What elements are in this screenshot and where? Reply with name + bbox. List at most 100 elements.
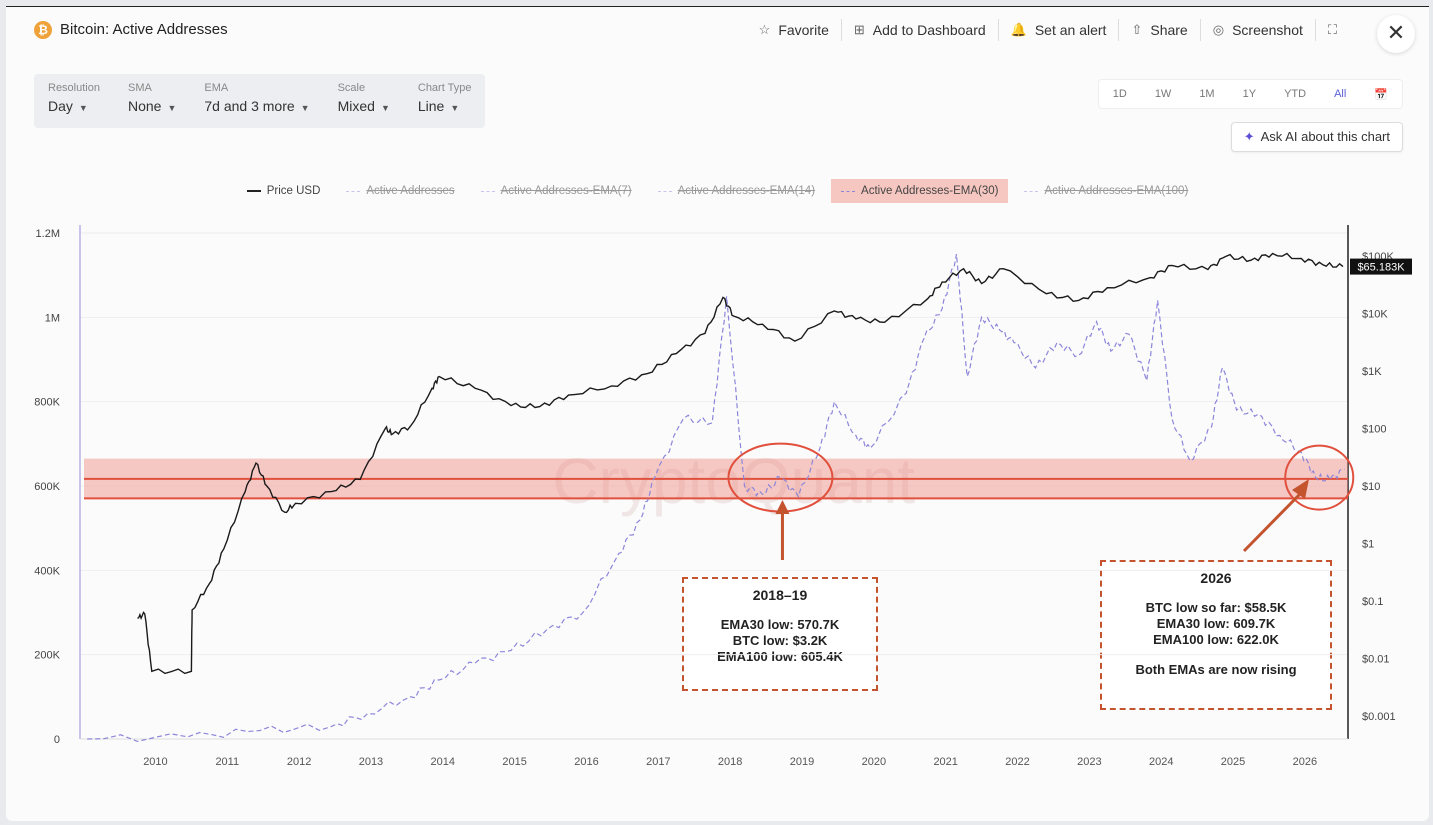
legend-item-active-addresses[interactable]: Active Addresses <box>336 179 464 203</box>
x-tick-label: 2017 <box>646 756 670 768</box>
chart-type-value: Line <box>417 98 445 114</box>
set-alert-button[interactable]: 🔔 Set an alert <box>999 19 1120 41</box>
ema-label: EMA <box>204 82 229 94</box>
legend-item-ema100[interactable]: Active Addresses-EMA(100) <box>1014 179 1198 203</box>
annotation-line: BTC low so far: $58.5K <box>1145 600 1287 615</box>
annotation-arrow-2026 <box>1242 492 1302 553</box>
close-button[interactable]: ✕ <box>1377 15 1415 53</box>
x-tick-label: 2023 <box>1077 756 1101 768</box>
y-right-tick-label: $1K <box>1362 366 1382 378</box>
y-right-tick-label: $1 <box>1362 539 1374 551</box>
set-alert-label: Set an alert <box>1034 22 1107 38</box>
series-line-ema30 <box>87 253 1345 743</box>
y-right-tick-label: $0.001 <box>1362 711 1396 723</box>
y-left-tick-label: 0 <box>54 734 60 746</box>
legend-item-ema14[interactable]: Active Addresses-EMA(14) <box>648 179 825 203</box>
favorite-label: Favorite <box>778 22 829 38</box>
screenshot-button[interactable]: ◎ Screenshot <box>1201 19 1316 41</box>
dashboard-add-icon: ⊞ <box>853 22 865 37</box>
x-tick-label: 2019 <box>790 756 814 768</box>
bitcoin-icon: ₿ <box>34 21 52 39</box>
sma-label: SMA <box>127 82 152 94</box>
x-tick-label: 2016 <box>574 756 598 768</box>
bell-icon: 🔔 <box>1010 22 1027 37</box>
range-1w[interactable]: 1W <box>1154 88 1172 100</box>
annotation-title: 2018–19 <box>752 587 808 603</box>
x-tick-label: 2025 <box>1221 756 1245 768</box>
chart-type-select[interactable]: Chart Type Line ▼ <box>404 74 486 128</box>
chart-toolbar: Resolution Day ▼ SMA None ▼ EMA 7d and 3 more… <box>34 74 486 128</box>
x-tick-label: 2020 <box>862 756 886 768</box>
caret-down-icon: ▼ <box>167 103 177 113</box>
annotation-circle-2026 <box>1284 444 1355 511</box>
x-tick-label: 2024 <box>1149 756 1173 768</box>
x-tick-label: 2011 <box>215 756 239 768</box>
annotation-line: BTC low: $3.2K <box>732 633 828 648</box>
annotation-line: EMA30 low: 570.7K <box>720 617 840 632</box>
resolution-label: Resolution <box>48 82 100 94</box>
annotation-line: Both EMAs are now rising <box>1135 662 1297 677</box>
current-price-label: $65.183K <box>1357 262 1405 274</box>
add-to-dashboard-button[interactable]: ⊞ Add to Dashboard <box>842 19 999 41</box>
x-tick-label: 2013 <box>359 756 383 768</box>
chart-legend: Price USD Active Addresses Active Addres… <box>6 179 1429 203</box>
annotation-arrowhead-2026 <box>1292 479 1309 499</box>
annotation-line: EMA30 low: 609.7K <box>1156 616 1276 631</box>
sma-select[interactable]: SMA None ▼ <box>114 74 190 128</box>
y-right-tick-label: $10 <box>1362 481 1380 493</box>
x-tick-label: 2018 <box>718 756 742 768</box>
share-label: Share <box>1150 22 1188 38</box>
favorite-button[interactable]: ☆ Favorite <box>747 19 842 41</box>
y-right-tick-label: $0.1 <box>1362 596 1383 608</box>
x-tick-label: 2015 <box>502 756 526 768</box>
chart-type-label: Chart Type <box>417 82 472 94</box>
header-actions: ☆ Favorite ⊞ Add to Dashboard 🔔 Set an aler… <box>747 19 1357 41</box>
y-left-tick-label: 800K <box>34 397 60 409</box>
ema-select[interactable]: EMA 7d and 3 more ▼ <box>190 74 323 128</box>
time-range-selector: 1D 1W 1M 1Y YTD All 📅 <box>1097 79 1403 109</box>
y-right-tick-label: $0.01 <box>1362 654 1390 666</box>
legend-label: Active Addresses-EMA(7) <box>500 185 632 197</box>
legend-label: Active Addresses <box>366 185 455 197</box>
y-left-tick-label: 1M <box>45 312 60 324</box>
x-tick-label: 2014 <box>431 756 455 768</box>
legend-item-price[interactable]: Price USD <box>237 179 331 203</box>
legend-label: Active Addresses-EMA(30) <box>861 185 999 197</box>
legend-item-ema30[interactable]: Active Addresses-EMA(30) <box>831 179 1009 203</box>
watermark: CryptoQuant <box>552 445 915 517</box>
annotation-arrowhead-2018 <box>775 500 790 514</box>
annotation-line: EMA100 low: 622.0K <box>1153 632 1279 647</box>
range-1d[interactable]: 1D <box>1112 88 1127 100</box>
x-tick-label: 2021 <box>933 756 957 768</box>
share-icon: ⇧ <box>1131 22 1143 37</box>
share-button[interactable]: ⇧ Share <box>1119 19 1201 41</box>
caret-down-icon: ▼ <box>380 103 390 113</box>
add-to-dashboard-label: Add to Dashboard <box>872 22 986 38</box>
resolution-value: Day <box>48 98 73 114</box>
annotation-title: 2026 <box>1200 570 1232 586</box>
x-tick-label: 2010 <box>143 756 167 768</box>
ask-ai-button[interactable]: ✦ Ask AI about this chart <box>1230 122 1403 152</box>
scale-value: Mixed <box>337 98 375 114</box>
legend-item-ema7[interactable]: Active Addresses-EMA(7) <box>471 179 642 203</box>
sma-value: None <box>127 98 162 114</box>
close-icon: ✕ <box>1386 20 1406 45</box>
ask-ai-label: Ask AI about this chart <box>1260 129 1390 144</box>
y-right-tick-label: $10K <box>1362 308 1388 320</box>
range-ytd[interactable]: YTD <box>1284 88 1307 100</box>
range-1y[interactable]: 1Y <box>1242 88 1257 100</box>
modal-header: ₿ Bitcoin: Active Addresses ☆ Favorite ⊞ A… <box>6 7 1429 53</box>
range-all[interactable]: All <box>1334 88 1347 100</box>
x-tick-label: 2026 <box>1293 756 1317 768</box>
range-1m[interactable]: 1M <box>1199 88 1215 100</box>
fullscreen-button[interactable]: ⛶ <box>1316 19 1357 41</box>
scale-select[interactable]: Scale Mixed ▼ <box>324 74 404 128</box>
camera-icon: ◎ <box>1212 22 1225 37</box>
legend-label: Price USD <box>266 185 321 197</box>
calendar-icon[interactable]: 📅 <box>1374 88 1388 101</box>
legend-label: Active Addresses-EMA(14) <box>677 185 816 197</box>
ema-value: 7d and 3 more <box>204 98 295 114</box>
chart-modal: ₿ Bitcoin: Active Addresses ☆ Favorite ⊞ A… <box>6 6 1429 821</box>
resolution-select[interactable]: Resolution Day ▼ <box>34 74 114 128</box>
